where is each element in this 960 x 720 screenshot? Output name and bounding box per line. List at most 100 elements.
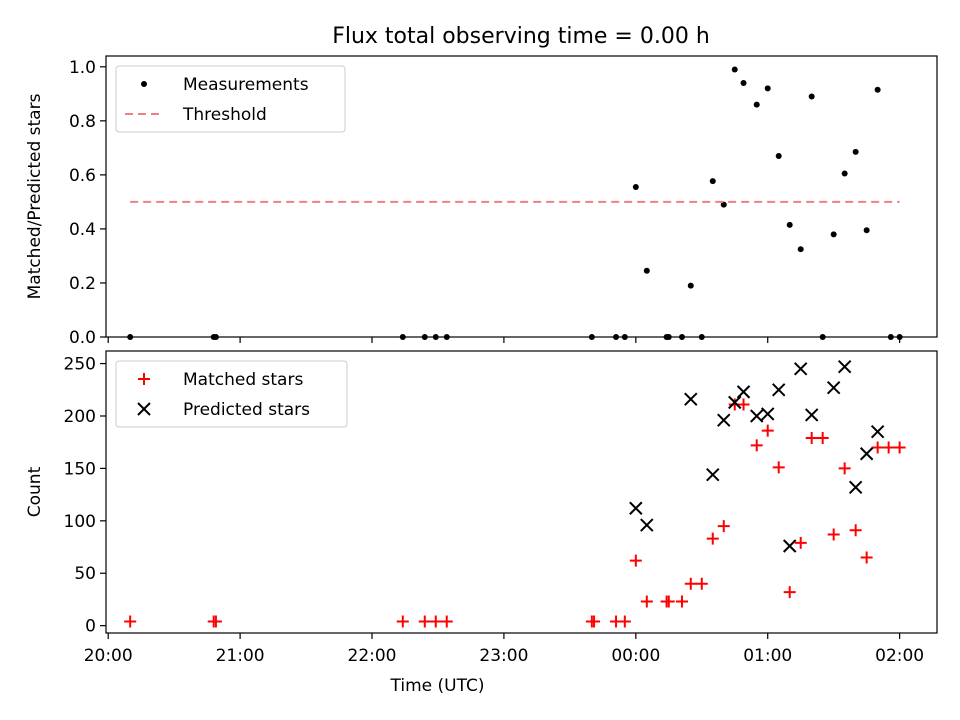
bottom-plot-frame [105, 350, 938, 634]
matched-star-point [783, 586, 796, 599]
bottom-series-0 [124, 398, 906, 628]
top-plot-frame [105, 55, 938, 338]
top-legend: Measurements Threshold [115, 65, 346, 133]
x-tick-label: 20:00 [84, 646, 133, 666]
matched-star-point [827, 528, 840, 541]
x-tick-label: 23:00 [479, 646, 528, 666]
predicted-star-point [848, 480, 863, 494]
matched-star-point [706, 532, 719, 545]
measurement-point [632, 184, 639, 191]
bottom-y-tick-label: 0 [85, 617, 96, 637]
measurement-point [687, 282, 694, 289]
matched-star-point [816, 432, 829, 445]
matched-star-point [860, 551, 873, 564]
measurement-point [764, 85, 771, 92]
legend-predicted-swatch [137, 402, 151, 416]
matched-star-point [737, 398, 750, 411]
bottom-series-1 [629, 360, 885, 553]
measurement-point [852, 148, 859, 155]
matched-star-point [882, 441, 895, 454]
matched-star-point [629, 554, 642, 567]
matched-star-point [440, 615, 453, 628]
bottom-x-axis-label: Time (UTC) [390, 676, 485, 696]
x-tick-label: 01:00 [743, 646, 792, 666]
matched-star-point [838, 462, 851, 475]
x-tick-label: 02:00 [875, 646, 924, 666]
bottom-legend: Matched stars Predicted stars [115, 360, 348, 428]
matched-star-point [588, 615, 601, 628]
measurement-point [753, 101, 760, 108]
legend-measurement-swatch [141, 81, 147, 87]
measurement-point [830, 231, 837, 238]
matched-star-point [849, 524, 862, 537]
predicted-star-point [750, 409, 764, 423]
matched-star-point [662, 595, 675, 608]
matched-star-point [772, 461, 785, 474]
measurement-point [775, 152, 782, 159]
legend-entry-label: Predicted stars [183, 400, 310, 420]
measurement-point [731, 66, 738, 73]
predicted-star-point [736, 385, 751, 399]
predicted-star-point [706, 467, 720, 482]
top-y-tick-label: 0.0 [69, 328, 96, 348]
matched-star-point [124, 615, 137, 628]
matched-star-point [618, 615, 631, 628]
measurement-point [740, 80, 747, 87]
measurement-point [786, 221, 793, 228]
top-y-tick-label: 0.2 [69, 274, 96, 294]
bottom-y-tick-label: 150 [64, 459, 96, 479]
matched-star-point [418, 615, 431, 628]
bottom-legend-box [115, 360, 348, 428]
matched-star-point [794, 536, 807, 549]
top-y-tick-label: 0.6 [69, 166, 96, 186]
matched-star-point [695, 577, 708, 590]
measurement-point [808, 93, 815, 100]
matched-star-point [675, 595, 688, 608]
legend-entry-label: Matched stars [183, 370, 303, 390]
top-panel: 0.0 0.2 0.4 0.6 0.8 1.0 Matched/Predicted sta… [25, 55, 938, 348]
matched-star-point [893, 441, 906, 454]
top-y-axis-label: Matched/Predicted stars [25, 93, 45, 299]
bottom-y-tick-label: 50 [74, 564, 96, 584]
measurement-point [643, 267, 650, 274]
x-tick-label: 22:00 [348, 646, 397, 666]
matched-star-point [396, 615, 409, 628]
predicted-star-point [640, 518, 654, 532]
top-y-tick-label: 0.4 [69, 220, 96, 240]
predicted-star-point [793, 362, 808, 376]
predicted-star-point [870, 425, 885, 439]
predicted-star-point [761, 407, 775, 421]
measurement-point [841, 170, 848, 177]
matched-star-point [761, 424, 774, 437]
measurement-point [797, 246, 804, 253]
measurement-point [863, 227, 870, 234]
top-y-tick-label: 1.0 [69, 58, 96, 78]
bottom-y-tick-label: 250 [64, 355, 96, 375]
bottom-y-tick-label: 200 [64, 407, 96, 427]
matched-star-point [750, 439, 763, 452]
measurement-point [720, 201, 727, 208]
matched-star-point [640, 595, 653, 608]
predicted-star-point [782, 539, 797, 553]
matched-star-point [805, 432, 818, 445]
x-tick-label: 00:00 [611, 646, 660, 666]
predicted-star-point [629, 501, 643, 515]
figure-title: Flux total observing time = 0.00 h [332, 24, 710, 49]
matched-star-point [871, 441, 884, 454]
predicted-star-point [728, 395, 742, 410]
predicted-star-point [859, 447, 874, 461]
top-y-tick-label: 0.8 [69, 112, 96, 132]
x-tick-label: 21:00 [216, 646, 265, 666]
matched-star-point [429, 615, 442, 628]
legend-matched-swatch [138, 373, 150, 385]
matched-star-point [209, 615, 222, 628]
measurement-point [709, 178, 716, 185]
legend-entry-label: Threshold [182, 105, 267, 125]
predicted-star-point [804, 408, 819, 422]
measurement-point [874, 86, 881, 93]
predicted-star-point [717, 413, 731, 427]
predicted-star-point [772, 383, 786, 397]
predicted-star-point [837, 360, 852, 374]
matched-star-point [717, 520, 730, 533]
